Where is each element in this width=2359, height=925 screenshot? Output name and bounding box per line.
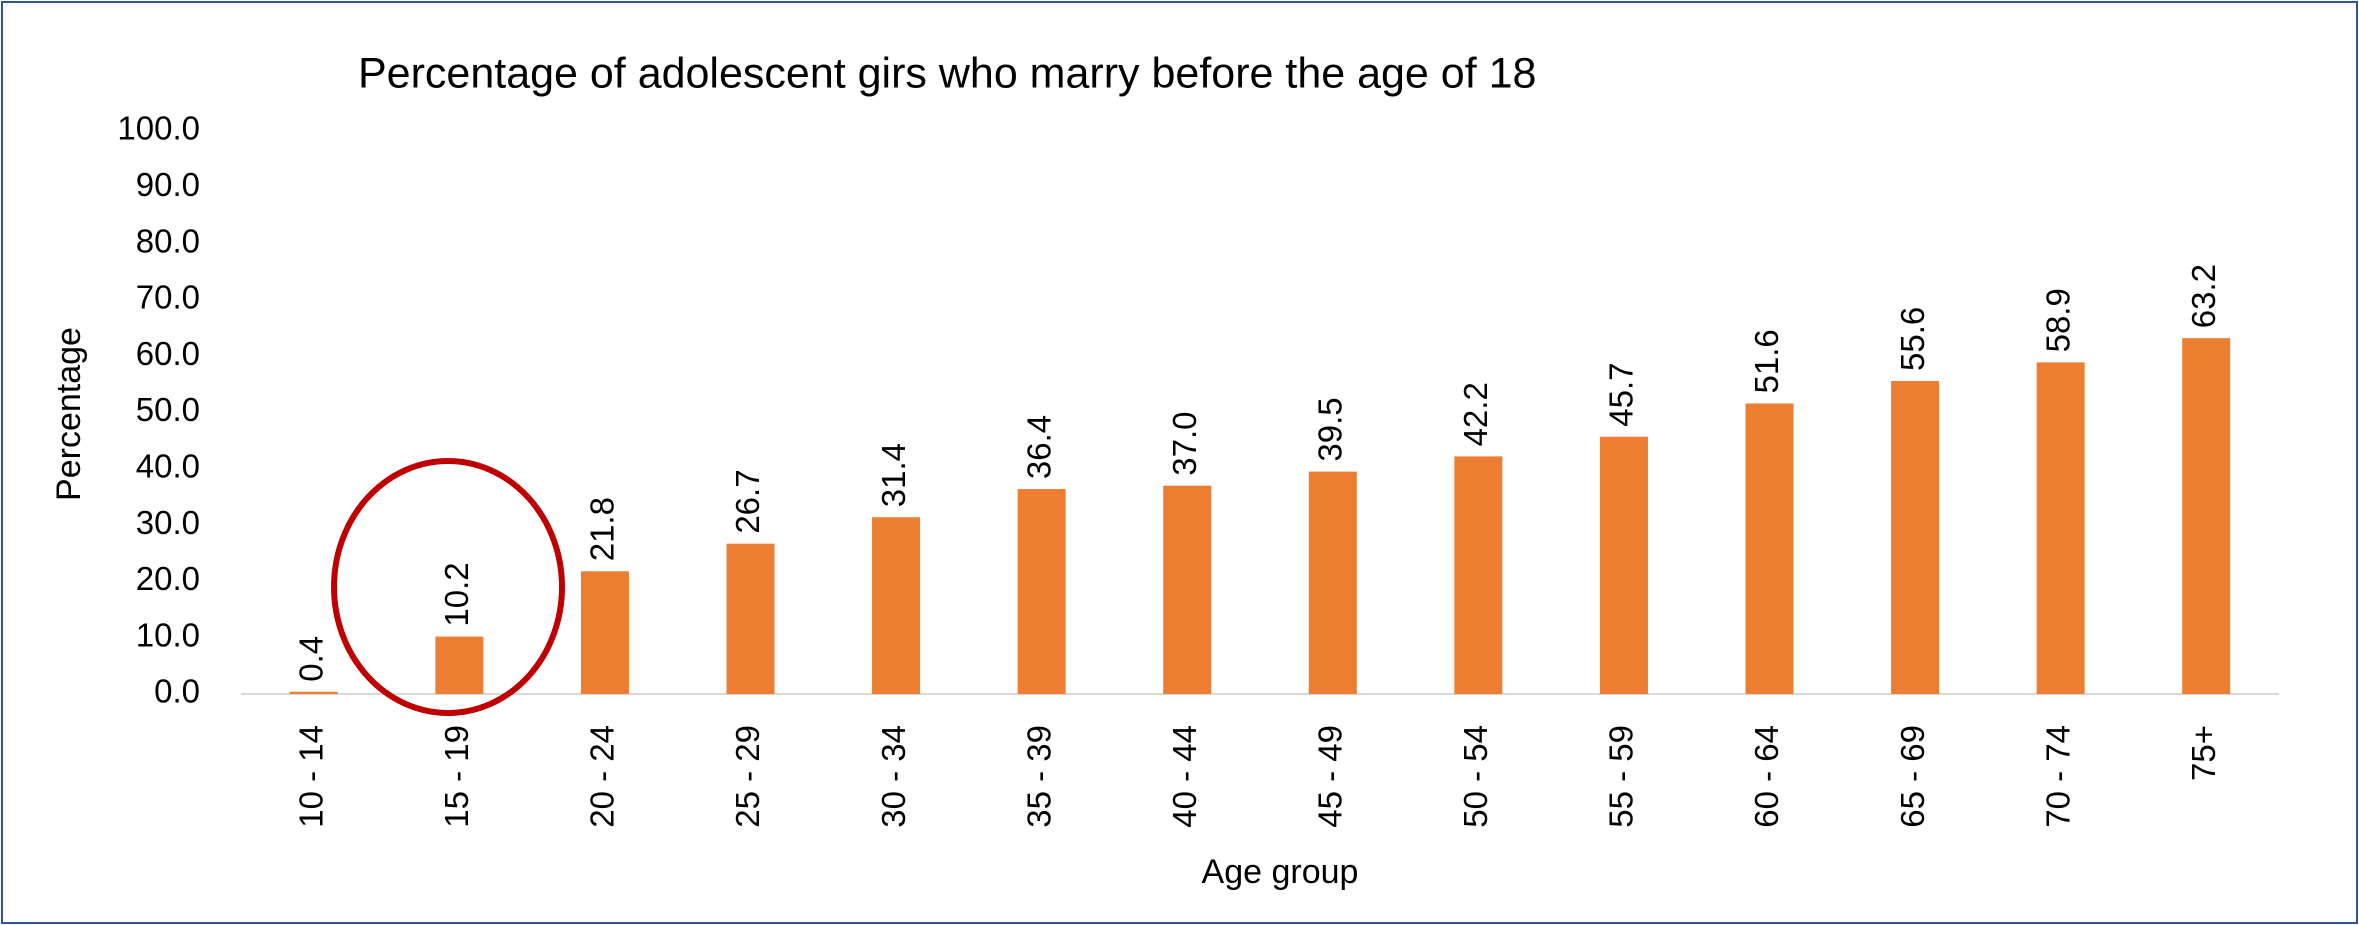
y-tick-label: 80.0 xyxy=(136,222,200,259)
x-axis-title: Age group xyxy=(1202,853,1359,891)
bar xyxy=(872,517,921,694)
data-label: 0.4 xyxy=(293,636,330,682)
y-tick-label: 30.0 xyxy=(136,504,200,541)
x-tick-label: 50 - 54 xyxy=(1457,725,1494,828)
x-tick-label: 75+ xyxy=(2185,725,2222,781)
bar xyxy=(1308,471,1357,694)
bar xyxy=(1163,485,1212,694)
data-label: 31.4 xyxy=(875,443,912,507)
data-label: 55.6 xyxy=(1894,307,1931,371)
x-tick-label: 30 - 34 xyxy=(875,725,912,828)
x-tick-label: 70 - 74 xyxy=(2039,725,2076,828)
x-tick-label: 20 - 24 xyxy=(584,725,621,828)
highlight-circle xyxy=(331,458,565,716)
x-tick-label: 60 - 64 xyxy=(1748,725,1785,828)
data-label: 36.4 xyxy=(1020,415,1057,479)
x-tick-label: 10 - 14 xyxy=(293,725,330,828)
x-tick-label: 45 - 49 xyxy=(1312,725,1349,828)
data-label: 39.5 xyxy=(1312,397,1349,461)
y-tick-label: 20.0 xyxy=(136,560,200,597)
bar xyxy=(1745,403,1794,694)
chart-title: Percentage of adolescent girs who marry … xyxy=(358,49,1536,97)
data-label: 58.9 xyxy=(2039,288,2076,352)
bar xyxy=(1599,436,1648,694)
y-axis-title: Percentage xyxy=(50,327,88,501)
x-tick-label: 35 - 39 xyxy=(1020,725,1057,828)
data-label: 42.2 xyxy=(1457,382,1494,446)
data-label: 10.2 xyxy=(438,562,475,626)
data-label: 63.2 xyxy=(2185,264,2222,328)
y-tick-label: 40.0 xyxy=(136,448,200,485)
x-tick-label: 40 - 44 xyxy=(1166,725,1203,828)
y-tick-label: 10.0 xyxy=(136,616,200,653)
data-label: 45.7 xyxy=(1603,362,1640,426)
y-tick-label: 0.0 xyxy=(154,673,200,710)
x-tick-label: 15 - 19 xyxy=(438,725,475,828)
data-label: 26.7 xyxy=(729,469,766,533)
x-tick-label: 65 - 69 xyxy=(1894,725,1931,828)
data-label: 37.0 xyxy=(1166,411,1203,475)
x-tick-label: 25 - 29 xyxy=(729,725,766,828)
y-tick-label: 70.0 xyxy=(136,279,200,316)
bar xyxy=(1454,456,1503,694)
bar xyxy=(726,543,775,694)
bar xyxy=(2182,338,2231,694)
bar xyxy=(580,571,629,694)
y-tick-label: 60.0 xyxy=(136,335,200,372)
y-tick-label: 90.0 xyxy=(136,166,200,203)
bar xyxy=(1017,489,1066,694)
data-label: 51.6 xyxy=(1748,329,1785,393)
data-label: 21.8 xyxy=(584,497,621,561)
x-tick-label: 55 - 59 xyxy=(1603,725,1640,828)
bar xyxy=(435,636,484,694)
y-tick-label: 50.0 xyxy=(136,391,200,428)
bar xyxy=(289,691,338,694)
bar xyxy=(2036,362,2085,694)
y-tick-label: 100.0 xyxy=(117,110,200,147)
bar xyxy=(1891,380,1940,694)
